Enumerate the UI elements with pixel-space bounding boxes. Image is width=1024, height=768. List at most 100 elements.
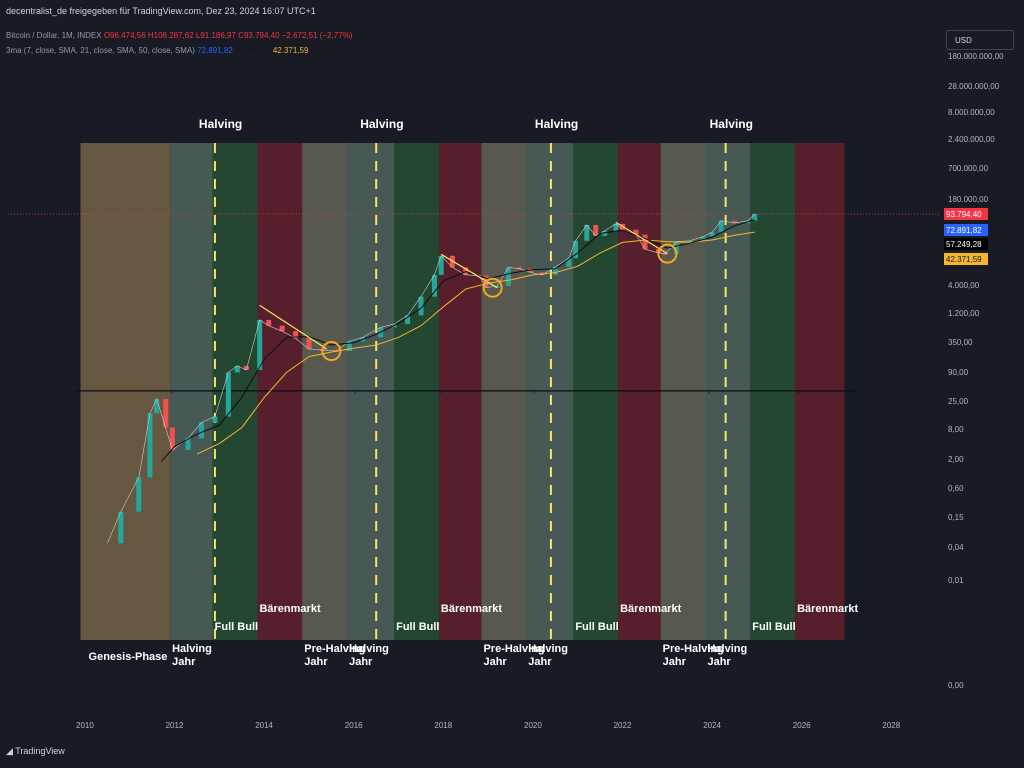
phase-label: Halving Jahr	[707, 643, 747, 668]
price-candle	[438, 255, 444, 275]
ma21-line	[196, 231, 755, 455]
x-tick-label: 2016	[345, 721, 363, 730]
x-tick-label: 2010	[76, 721, 94, 730]
price-label-bg	[944, 208, 988, 220]
price-candle	[602, 230, 608, 236]
phase-label: Halving Jahr	[349, 643, 389, 668]
price-label: 93.794,40	[946, 210, 982, 219]
level-arrow: ›	[264, 387, 267, 396]
x-tick-label: 2014	[255, 721, 273, 730]
price-candle	[346, 341, 352, 352]
price-candle	[662, 252, 668, 255]
y-tick-label: 1.200,00	[948, 309, 980, 318]
price-candle	[257, 319, 263, 371]
y-tick-label: 0,04	[948, 543, 964, 552]
price-candle	[732, 220, 738, 224]
symbol-legend: Bitcoin / Dollar, 1M, INDEX O96.474,56 H…	[6, 31, 352, 40]
price-candle	[418, 296, 424, 316]
symbol-name: Bitcoin / Dollar, 1M, INDEX	[6, 31, 102, 40]
price-candle	[136, 477, 142, 512]
ma21-value: 57.249,28	[235, 46, 271, 55]
price-candle	[584, 224, 590, 241]
y-tick-label: 25,00	[948, 397, 969, 406]
price-candle	[243, 365, 249, 371]
ma7-value: 72.891,82	[197, 46, 233, 55]
price-candle	[573, 240, 579, 259]
ma7-line	[160, 219, 755, 462]
ohlc-values: O96.474,56 H108.287,62 L91.186,97 C93.79…	[103, 31, 353, 40]
x-tick-label: 2028	[882, 721, 900, 730]
halving-label: Halving	[535, 117, 578, 131]
x-tick-label: 2024	[703, 721, 721, 730]
x-tick-label: 2012	[166, 721, 184, 730]
price-candle	[687, 240, 693, 243]
price-candle	[266, 319, 272, 326]
phase-label: Bärenmarkt	[797, 603, 858, 615]
y-tick-label: 0,60	[948, 484, 964, 493]
phase-label: Full Bull	[396, 621, 439, 633]
price-candle	[306, 338, 312, 350]
price-candle	[718, 220, 724, 233]
phase-label: Genesis-Phase	[89, 651, 168, 663]
x-tick-label: 2020	[524, 721, 542, 730]
price-candle	[405, 315, 411, 325]
phase-label: Full Bull	[215, 621, 258, 633]
price-candle	[293, 331, 299, 339]
phase-label: Bärenmarkt	[259, 603, 320, 615]
price-candle	[185, 438, 191, 450]
trendline	[440, 253, 498, 289]
price-candle	[613, 223, 619, 231]
phase-label: Full Bull	[752, 621, 795, 633]
phase-label: Halving Jahr	[528, 643, 568, 668]
level-arrow: ›	[797, 387, 800, 396]
phase-label: Halving Jahr	[172, 643, 212, 668]
price-candle	[212, 416, 218, 423]
x-tick-label: 2022	[614, 721, 632, 730]
currency-selector[interactable]: USD	[946, 30, 1014, 50]
phase-label: Pre-Halving Jahr	[304, 643, 365, 668]
phase-label: Full Bull	[575, 621, 618, 633]
y-tick-label: 0,15	[948, 513, 964, 522]
price-line	[107, 213, 756, 544]
bottom-marker	[321, 341, 342, 362]
y-tick-label: 350,00	[948, 338, 973, 347]
y-tick-label: 2.400.000,00	[948, 135, 995, 144]
price-candle	[154, 399, 160, 414]
phase-label: Pre-Halving Jahr	[483, 643, 544, 668]
chart-share-title: decentralist_de freigegeben für TradingV…	[6, 6, 316, 16]
price-label: 57.249,28	[946, 240, 982, 249]
price-candle	[494, 285, 500, 288]
y-tick-label: 180.000,00	[948, 195, 989, 204]
price-candle	[566, 258, 572, 267]
bottom-marker	[482, 277, 503, 298]
price-candle	[147, 413, 153, 478]
price-candle	[431, 274, 437, 297]
y-tick-label: 8,00	[948, 425, 964, 434]
price-candle	[642, 234, 648, 250]
price-label-bg	[944, 253, 988, 265]
y-tick-label: 28.000.000,00	[948, 82, 1000, 91]
y-tick-label: 4.000,00	[948, 281, 980, 290]
trendline	[615, 221, 668, 255]
price-candle	[552, 266, 558, 275]
y-tick-label: 700.000,00	[948, 164, 989, 173]
price-candle	[593, 224, 599, 236]
price-candle	[169, 427, 175, 450]
halving-label: Halving	[360, 117, 403, 131]
ma-legend: 3ma (7, close, SMA, 21, close, SMA, 50, …	[6, 46, 308, 55]
x-tick-label: 2018	[434, 721, 452, 730]
x-tick-label: 2026	[793, 721, 811, 730]
price-candle	[633, 229, 639, 235]
price-label: 72.891,82	[946, 226, 982, 235]
brand-label: TradingView	[15, 746, 65, 756]
y-tick-label: 90,00	[948, 368, 969, 377]
price-candle	[709, 232, 715, 237]
price-label: 42.371,59	[946, 255, 982, 264]
price-candle	[234, 365, 240, 373]
price-candle	[198, 422, 204, 439]
level-arrow: ›	[439, 387, 442, 396]
trendline	[259, 304, 328, 350]
y-tick-label: 2,00	[948, 455, 964, 464]
series: › › › › › › › ›	[76, 143, 856, 640]
